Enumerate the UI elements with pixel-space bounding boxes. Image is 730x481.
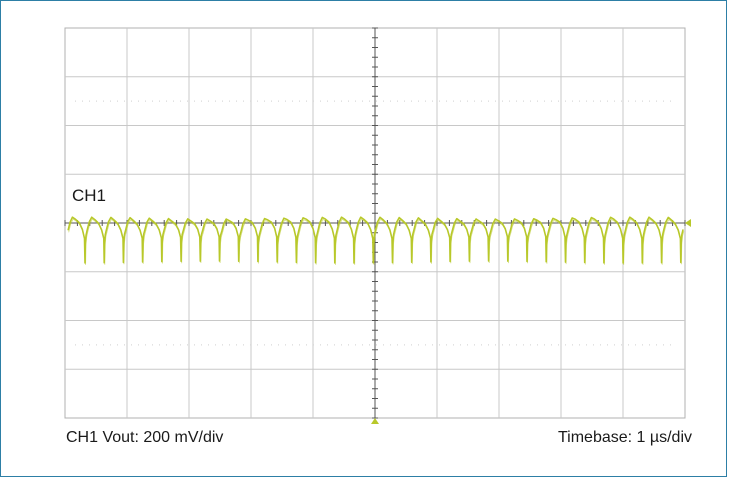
vertical-scale-label: CH1 Vout: 200 mV/div [66, 429, 224, 446]
trace-layer [67, 216, 685, 265]
grid [64, 27, 691, 424]
trigger-marker-bottom [371, 418, 379, 424]
channel-label: CH1 [72, 186, 107, 205]
trace-ch1-envelope [68, 218, 685, 265]
trace-ch1 [67, 216, 684, 264]
trigger-marker-right [685, 219, 691, 227]
timebase-label: Timebase: 1 µs/div [557, 429, 692, 446]
